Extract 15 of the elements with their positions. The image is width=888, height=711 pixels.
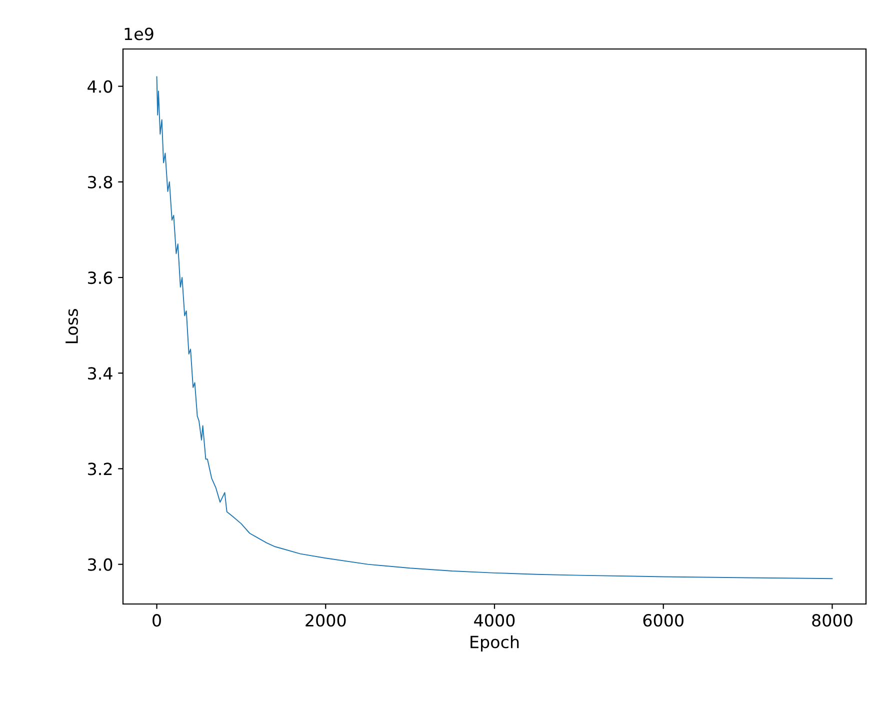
x-tick-label: 0 [152,614,161,627]
x-tick-label: 6000 [643,614,684,627]
y-tick-label: 3.8 [88,176,112,188]
y-tick-label: 3.2 [88,462,112,476]
y-tick-label: 4.0 [88,80,112,93]
y-tick-label: 3.0 [88,558,112,571]
x-axis-title: Epoch [470,635,519,652]
line-series [156,76,833,580]
text: 1e9 [124,28,154,40]
x-tick-label: 4000 [474,614,515,627]
y-tick-label: 3.6 [88,271,112,284]
x-tick-label: 8000 [812,614,852,627]
x-tick-label: 2000 [306,614,346,627]
y-axis-title: Loss [66,309,78,344]
y-tick-label: 3.4 [88,367,112,380]
